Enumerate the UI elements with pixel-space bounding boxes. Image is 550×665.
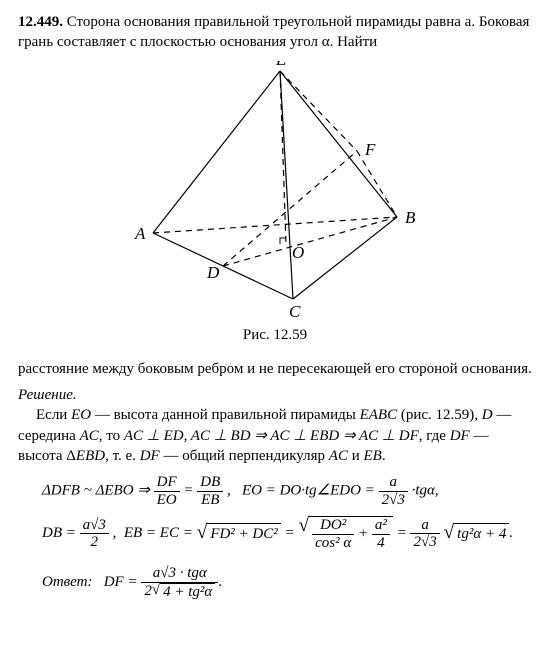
t: , EO = DO·tg∠EDO = — [227, 482, 379, 498]
t: (рис. 12.59), — [397, 407, 482, 423]
svg-text:O: O — [292, 243, 304, 262]
t: AC ⊥ ED, AC ⊥ BD ⇒ AC ⊥ EBD ⇒ AC ⊥ DF — [124, 428, 419, 444]
figure-caption: Рис. 12.59 — [18, 325, 532, 345]
t: cos² α — [312, 535, 354, 552]
t: AC — [80, 428, 99, 444]
t: EB — [197, 492, 223, 509]
problem-number: 12.449. — [18, 14, 63, 30]
svg-text:A: A — [134, 224, 146, 243]
answer-line: Ответ: DF = a√3 · tgα 2√4 + tg²α . — [42, 565, 532, 600]
t: — общий перпендикуляр — [160, 448, 329, 464]
t: DF — [140, 448, 160, 464]
t: DF — [154, 474, 180, 492]
t: + — [358, 525, 372, 541]
figure-container: E F A B C D O — [18, 61, 532, 321]
t: = — [183, 482, 197, 498]
t: ΔDFB ~ ΔEBO ⇒ — [42, 482, 154, 498]
t: 2 — [80, 534, 109, 551]
equation-line-2: DB = a√32 , EB = EC = √FD² + DC² = √ DO²… — [42, 516, 532, 551]
pyramid-diagram: E F A B C D O — [125, 61, 425, 321]
t: EB — [364, 448, 382, 464]
t: , т. e. — [105, 448, 140, 464]
problem-text-2: расстояние между боковым ребром и не пер… — [18, 359, 532, 379]
t: 2 — [144, 583, 152, 599]
t: DF — [450, 428, 470, 444]
t: . — [382, 448, 386, 464]
equation-line-1: ΔDFB ~ ΔEBO ⇒ DFEO = DBEB , EO = DO·tg∠E… — [42, 474, 532, 508]
t: , то — [99, 428, 124, 444]
problem-text-1: Сторона основания правильной треугольной… — [18, 14, 529, 50]
svg-text:D: D — [206, 263, 220, 282]
t: DO² — [312, 517, 354, 535]
t: 2√3 — [379, 492, 408, 509]
t: AC — [329, 448, 348, 464]
t: 2√3 — [410, 534, 439, 551]
svg-text:B: B — [405, 208, 416, 227]
svg-text:E: E — [275, 61, 287, 69]
t: DF = — [96, 574, 141, 590]
t: . — [509, 525, 513, 541]
t: tg²α + 4 — [454, 523, 509, 544]
answer-label: Ответ: — [42, 574, 92, 590]
t: DB — [197, 474, 223, 492]
t: = — [397, 525, 411, 541]
solution-para: Если EO — высота данной правильной пирам… — [18, 405, 532, 466]
solution-heading: Решение. — [18, 385, 532, 405]
t: — высота данной правильной пирамиды — [91, 407, 360, 423]
t: 4 + tg²α — [160, 583, 215, 601]
t: a — [410, 517, 439, 535]
t: EO — [154, 492, 180, 509]
t: , EB = EC = — [113, 525, 197, 541]
svg-text:C: C — [289, 302, 301, 321]
t: = — [285, 525, 299, 541]
svg-text:F: F — [364, 140, 376, 159]
t: DB = — [42, 525, 80, 541]
t: a√3 — [80, 517, 109, 535]
t: EABC — [360, 407, 398, 423]
t: , где — [419, 428, 450, 444]
t: a² — [372, 517, 390, 535]
t: a√3 · tgα — [141, 565, 218, 583]
solution-heading-text: Решение. — [18, 387, 77, 403]
t: 4 — [372, 535, 390, 552]
t: a — [379, 474, 408, 492]
problem-statement: 12.449. Сторона основания правильной тре… — [18, 12, 532, 53]
t: Если — [36, 407, 71, 423]
t: и — [348, 448, 364, 464]
t: EBD — [76, 448, 105, 464]
t: D — [482, 407, 493, 423]
t: EO — [71, 407, 91, 423]
t: . — [218, 574, 222, 590]
t: FD² + DC² — [207, 523, 280, 544]
t: ·tgα, — [412, 482, 439, 498]
